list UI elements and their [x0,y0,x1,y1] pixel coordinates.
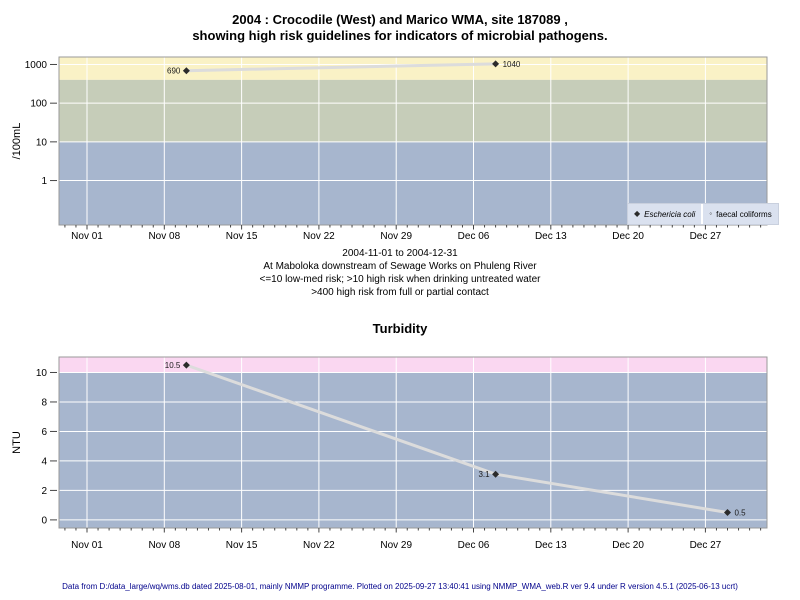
microbial-chart: Nov 01 Nov 08 Nov 15 Nov 22 Nov 29 Dec 06 Dec … [11,56,768,242]
x-tick-label: Dec 20 [612,540,644,551]
x-tick-label: Dec 06 [458,231,490,242]
x-tick-label: Nov 01 [71,231,103,242]
open-circle-icon: ◦ [709,209,713,218]
data-point-marker [182,361,190,369]
legend-label-faecal: faecal coliforms [716,209,772,219]
data-point-label: 0.5 [734,509,746,518]
y-tick-label: 6 [41,427,47,438]
risk-band [59,357,767,373]
data-point-marker [182,67,190,75]
turbidity-title: Turbidity [372,321,428,336]
data-point-marker [492,60,500,68]
data-point-marker [492,470,500,478]
turbidity-chart: Nov 01 Nov 08 Nov 15 Nov 22 Nov 29 Dec 06 Dec … [11,356,768,551]
y-tick-label: 4 [41,456,47,467]
y-tick-label: 100 [30,99,47,110]
x-tick-label: Nov 15 [226,231,258,242]
series-line [184,62,498,73]
caption-site-description: At Maboloka downstream of Sewage Works o… [263,261,537,272]
x-tick-label: Dec 06 [458,540,490,551]
y-axis-label: /100mL [11,123,23,160]
legend-item-faecal: ◦ faecal coliforms [703,204,778,224]
x-tick-label: Dec 13 [535,231,567,242]
x-tick-label: Nov 29 [380,540,412,551]
risk-band [59,57,767,80]
data-point-label: 3.1 [478,470,490,479]
caption-risk-guideline-1: <=10 low-med risk; >10 high risk when dr… [259,274,541,285]
legend: ◆ Eschericia coli ◦ faecal coliforms [627,203,779,225]
page-title-line2: showing high risk guidelines for indicat… [192,28,608,43]
y-tick-label: 0 [41,515,47,526]
caption-date-range: 2004-11-01 to 2004-12-31 [342,248,458,259]
data-point-label: 1040 [503,60,521,69]
y-axis-label: NTU [11,431,23,454]
data-point-marker [723,509,731,517]
x-tick-label: Nov 15 [226,540,258,551]
x-tick-label: Dec 27 [690,231,722,242]
page-title-line1: 2004 : Crocodile (West) and Marico WMA, … [232,12,568,27]
y-tick-label: 1000 [25,60,48,71]
x-tick-label: Nov 22 [303,540,335,551]
data-point-label: 10.5 [165,361,181,370]
x-tick-label: Nov 01 [71,540,103,551]
page-title: 2004 : Crocodile (West) and Marico WMA, … [0,12,800,44]
caption-risk-guideline-2: >400 high risk from full or partial cont… [311,287,489,298]
filled-diamond-icon: ◆ [634,209,641,218]
legend-item-ecoli: ◆ Eschericia coli [628,204,702,224]
x-tick-label: Dec 27 [690,540,722,551]
risk-band [59,372,767,528]
y-tick-label: 8 [41,397,47,408]
y-tick-label: 10 [36,137,48,148]
risk-band [59,79,767,142]
footer-provenance: Data from D:/data_large/wq/wms.db dated … [62,582,738,591]
x-tick-label: Dec 13 [535,540,567,551]
y-tick-label: 10 [36,368,48,379]
x-tick-label: Dec 20 [612,231,644,242]
x-tick-label: Nov 29 [380,231,412,242]
x-tick-label: Nov 22 [303,231,335,242]
legend-label-ecoli: Eschericia coli [644,209,696,219]
y-tick-label: 1 [41,176,47,187]
plot-border [58,56,768,226]
plot-border [58,356,768,529]
chart-caption: 2004-11-01 to 2004-12-31 At Maboloka dow… [0,247,800,299]
y-tick-label: 2 [41,486,47,497]
x-tick-label: Nov 08 [148,540,180,551]
x-tick-label: Nov 08 [148,231,180,242]
data-point-label: 690 [167,67,181,76]
